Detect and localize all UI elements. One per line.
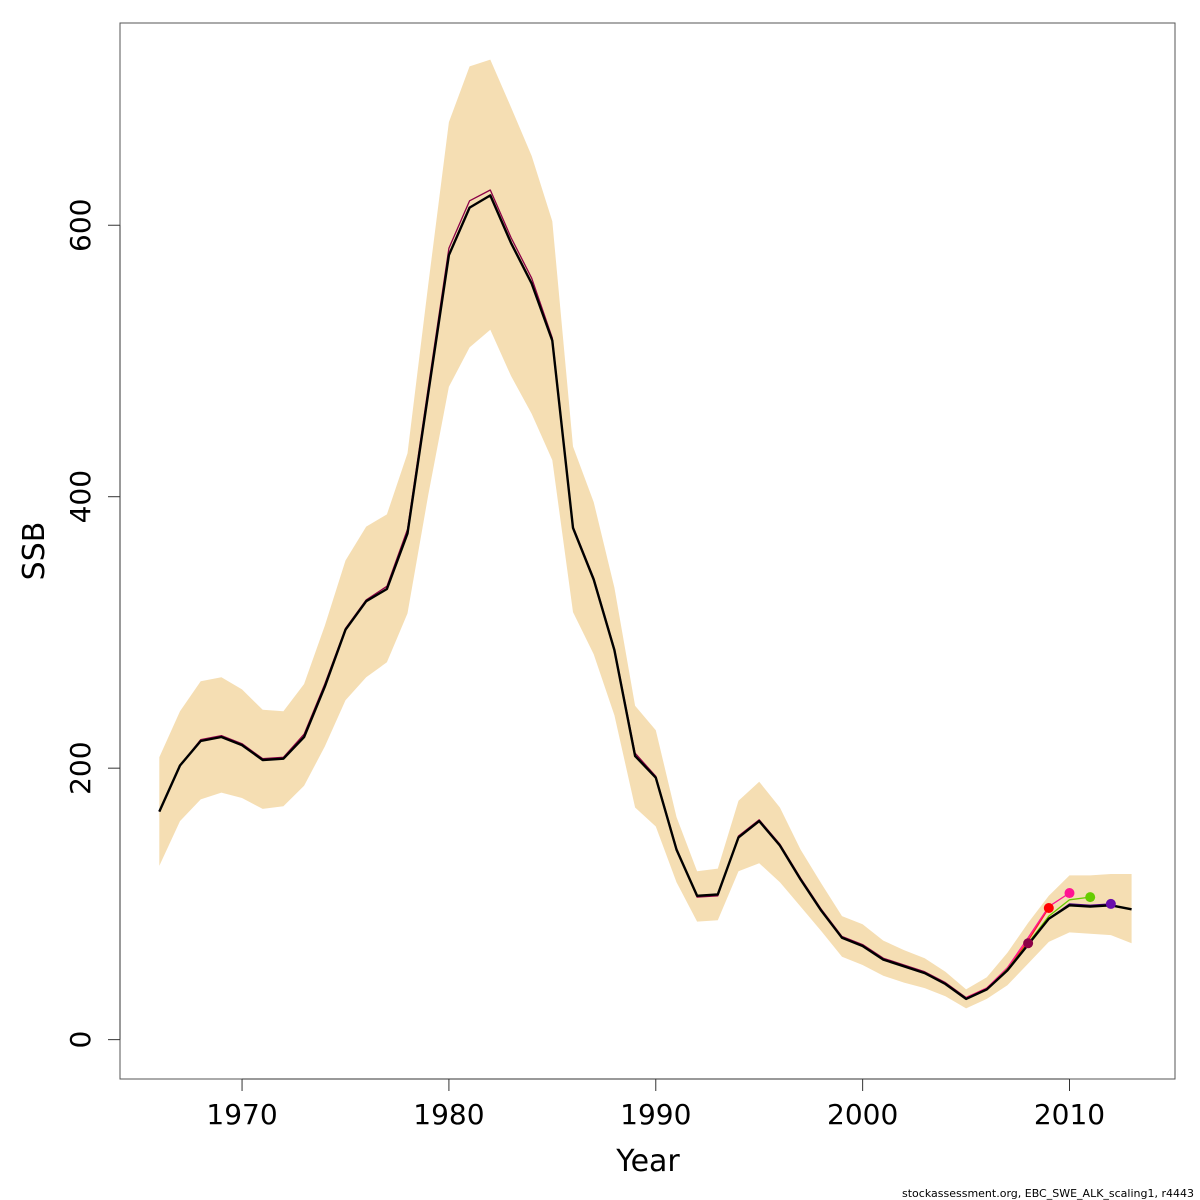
y-tick-label-400: 400 bbox=[64, 470, 97, 523]
x-axis-title: Year bbox=[615, 1144, 680, 1179]
x-tick-label-2010: 2010 bbox=[1034, 1098, 1105, 1131]
y-axis-title: SSB bbox=[17, 522, 52, 581]
y-axis: 0 200 400 600 bbox=[64, 199, 121, 1049]
x-tick-label-1980: 1980 bbox=[413, 1098, 484, 1131]
y-tick-label-600: 600 bbox=[64, 199, 97, 252]
series-line-ssb-estimate bbox=[158, 194, 1132, 1001]
terminal-point-2010 bbox=[1064, 888, 1075, 899]
x-tick-label-1990: 1990 bbox=[620, 1098, 691, 1131]
terminal-point-2008 bbox=[1023, 938, 1034, 949]
y-tick-label-0: 0 bbox=[64, 1031, 97, 1049]
terminal-points-layer bbox=[1023, 888, 1116, 949]
terminal-point-2009 bbox=[1043, 902, 1054, 913]
x-tick-label-1970: 1970 bbox=[206, 1098, 277, 1131]
series-lines-layer bbox=[158, 189, 1132, 1001]
credit-text: stockassessment.org, EBC_SWE_ALK_scaling… bbox=[902, 1187, 1194, 1200]
x-axis: 1970 1980 1990 2000 2010 bbox=[206, 1078, 1105, 1131]
confidence-band bbox=[159, 59, 1132, 1009]
y-tick-label-200: 200 bbox=[64, 741, 97, 794]
terminal-point-2011 bbox=[1085, 892, 1096, 903]
terminal-point-2012 bbox=[1105, 898, 1116, 909]
plot-frame bbox=[119, 22, 1176, 1080]
x-tick-label-2000: 2000 bbox=[827, 1098, 898, 1131]
confidence-band-layer bbox=[159, 59, 1132, 1009]
